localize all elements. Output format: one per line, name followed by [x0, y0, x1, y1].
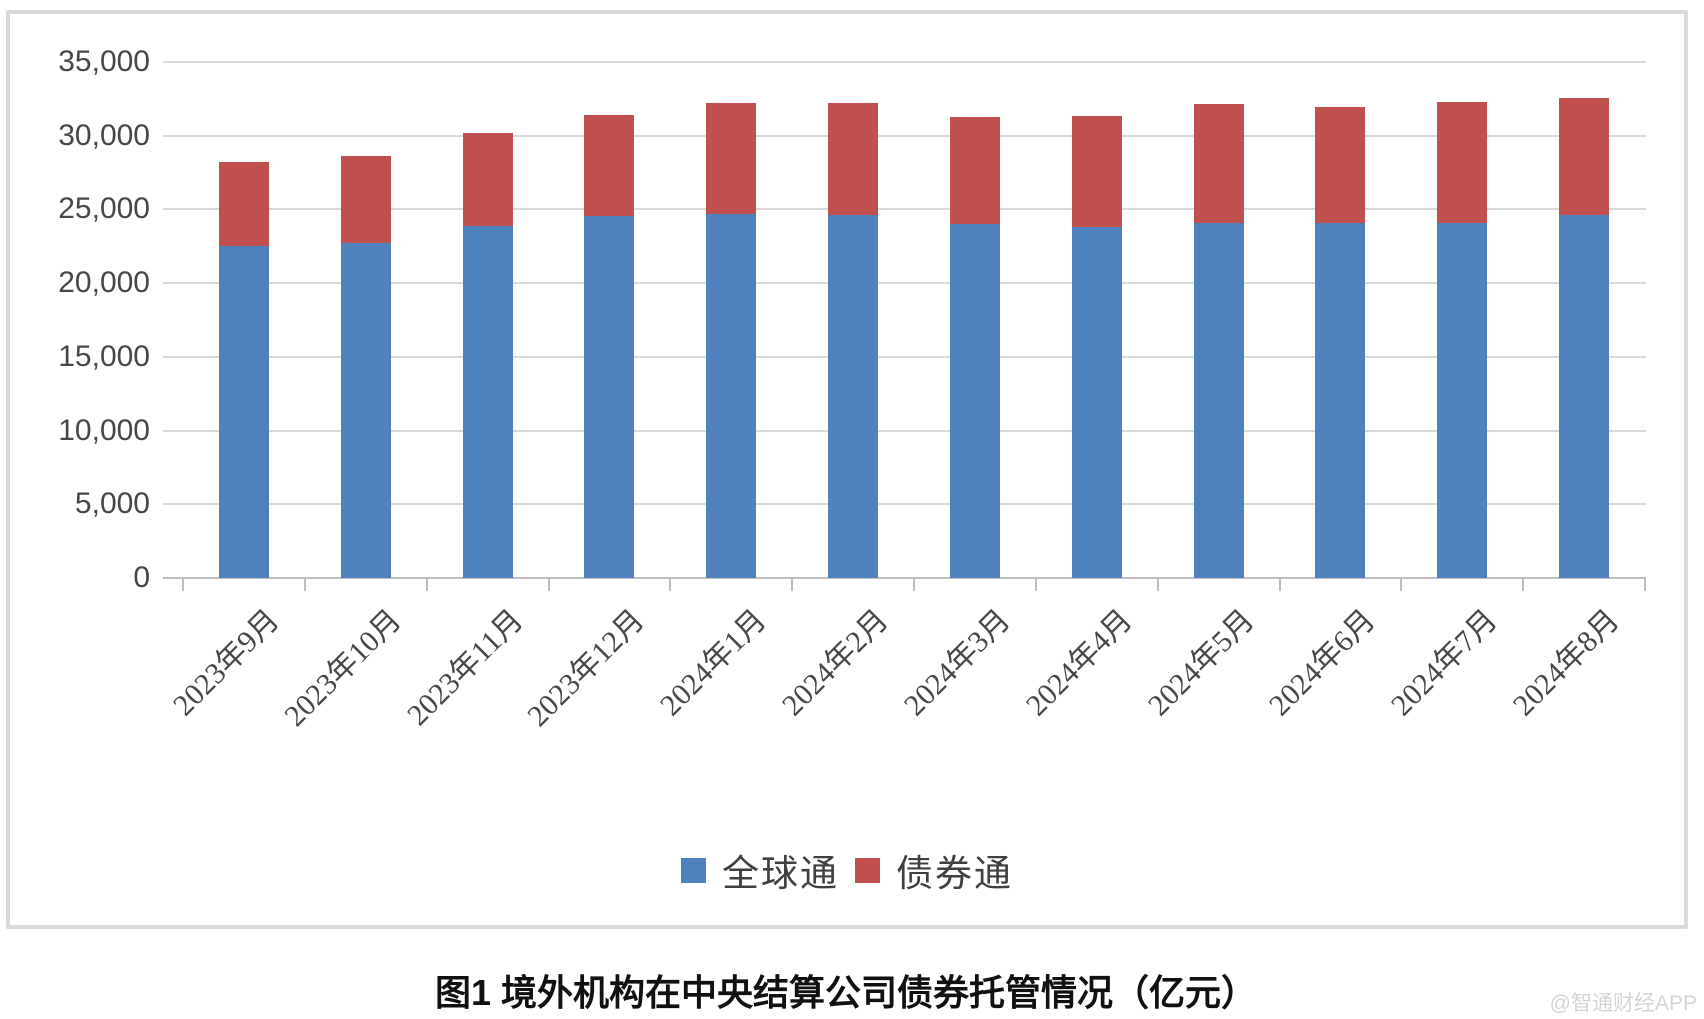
- bar-segment-债券通-2024年7月: [1437, 101, 1488, 223]
- x-axis-tick: [1278, 578, 1281, 591]
- bar-segment-债券通-2024年4月: [1071, 115, 1122, 228]
- y-axis-tick-label: 35,000: [58, 45, 150, 78]
- y-axis-tick-label: 10,000: [58, 413, 150, 447]
- gridline: [163, 355, 1646, 358]
- x-axis-tick: [303, 578, 306, 591]
- gridline: [163, 134, 1646, 137]
- x-axis-tick: [791, 578, 794, 591]
- bar-segment-全球通-2024年3月: [949, 224, 1000, 578]
- x-axis-line: [163, 577, 1646, 579]
- x-axis-tick: [1156, 578, 1159, 591]
- y-axis-tick-label: 5,000: [74, 487, 150, 521]
- x-axis-tick: [669, 578, 672, 591]
- figure-caption: 图1 境外机构在中央结算公司债券托管情况（亿元）: [434, 972, 1258, 1013]
- bar-segment-全球通-2023年9月: [218, 246, 269, 578]
- bar-segment-债券通-2024年8月: [1559, 98, 1610, 215]
- y-axis-tick-label: 15,000: [58, 339, 150, 373]
- x-axis-tick: [547, 578, 550, 591]
- x-axis-tick: [913, 578, 915, 591]
- bar-segment-债券通-2024年2月: [828, 103, 879, 215]
- bar-segment-全球通-2023年12月: [584, 216, 635, 578]
- y-axis-tick-label: 0: [133, 561, 150, 594]
- bar-segment-全球通-2023年11月: [462, 225, 513, 578]
- gridline: [163, 282, 1646, 285]
- watermark: @智通财经APP: [1549, 992, 1697, 1015]
- x-axis-tick: [1522, 578, 1525, 591]
- bar-segment-全球通-2024年5月: [1193, 222, 1244, 578]
- bar-segment-债券通-2023年9月: [218, 161, 269, 247]
- bar-segment-全球通-2024年8月: [1559, 214, 1610, 578]
- x-axis-tick: [1644, 578, 1646, 591]
- bar-segment-债券通-2023年10月: [340, 156, 391, 244]
- legend-item-zhaiquantong: 债券通: [855, 843, 1013, 897]
- legend-swatch-red-icon: [855, 857, 880, 883]
- bar-segment-全球通-2024年6月: [1315, 222, 1366, 578]
- gridline: [163, 208, 1646, 211]
- bar-segment-债券通-2024年1月: [706, 103, 757, 214]
- bar-segment-全球通-2024年4月: [1071, 227, 1122, 578]
- x-axis-tick: [1034, 578, 1037, 591]
- legend-swatch-blue-icon: [681, 857, 706, 883]
- legend-label-zhaiquantong: 债券通: [896, 854, 1013, 895]
- gridline: [163, 503, 1646, 506]
- bar-segment-全球通-2024年7月: [1437, 222, 1488, 578]
- x-axis-tick: [182, 578, 184, 591]
- bar-segment-债券通-2023年11月: [462, 132, 513, 226]
- x-axis-tick: [425, 578, 428, 591]
- bar-segment-债券通-2024年3月: [949, 117, 1000, 225]
- legend-item-quanqiutong: 全球通: [681, 843, 839, 897]
- gridline: [163, 429, 1646, 432]
- bar-segment-债券通-2024年5月: [1193, 104, 1244, 223]
- bar-segment-全球通-2024年1月: [706, 213, 757, 578]
- legend-label-quanqiutong: 全球通: [722, 854, 839, 895]
- y-axis-tick-label: 30,000: [58, 118, 150, 152]
- y-axis-tick-label: 25,000: [58, 192, 150, 226]
- legend: 全球通 债券通: [6, 843, 1688, 897]
- bar-segment-债券通-2023年12月: [584, 115, 635, 217]
- bar-segment-全球通-2023年10月: [340, 243, 391, 578]
- x-axis-tick: [1400, 578, 1403, 591]
- y-axis-tick-label: 20,000: [58, 266, 150, 300]
- bar-segment-全球通-2024年2月: [828, 214, 879, 578]
- gridline: [163, 61, 1646, 63]
- bar-segment-债券通-2024年6月: [1315, 106, 1366, 223]
